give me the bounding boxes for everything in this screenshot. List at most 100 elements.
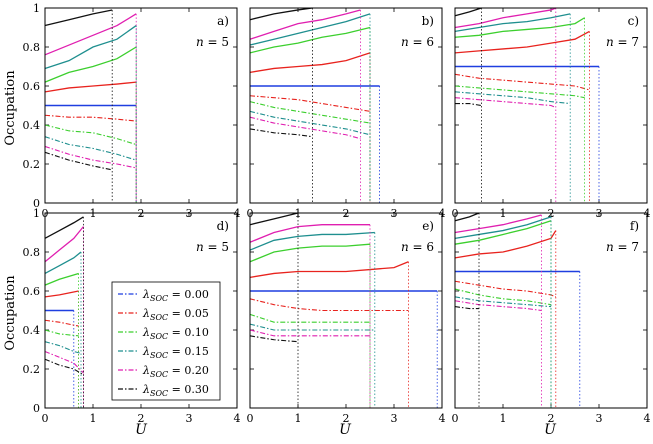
panel-frame [249,212,443,409]
series-lambda-0.05 [454,230,557,408]
y-tick-label: 0.8 [23,41,41,54]
series-lambda-0.3 [249,7,313,203]
series-lambda-0 [455,270,581,408]
series-lower-line [44,341,82,354]
series-upper-line [44,46,137,83]
x-tick-label: 3 [596,412,603,425]
legend-entry: λSOC = 0.30 [118,383,209,398]
panel-label: e) [422,219,434,233]
panel-annotation: n = 6 [401,240,434,254]
x-tick-label: 4 [644,412,651,425]
y-tick-label: 0.2 [23,363,41,376]
legend-label: λSOC = 0.15 [142,345,209,360]
series-upper-line [249,13,371,46]
series-upper-line [249,52,371,73]
y-tick-label: 0.2 [23,158,41,171]
series-lower-line [454,73,590,91]
series-upper-line [249,224,370,243]
series-upper-line [454,220,552,245]
y-tick-label: 0.4 [23,119,41,132]
panels: 0 1 2 3 400.20.40.60.81a)n = 50 1 2 3 4b)n = 60 1… [23,2,651,425]
series-lambda-0.1 [454,17,585,203]
series-lower-line [454,300,542,312]
x-tick-label: 4 [439,412,446,425]
series-upper-line [454,212,480,222]
series-lower-line [44,358,84,376]
series-lambda-0.05 [249,261,409,408]
series-lower-line [44,151,113,171]
series-upper-line [454,7,482,17]
series-lambda-0.1 [44,272,79,408]
x-tick-label: 1 [295,412,302,425]
x-tick-label: 3 [391,412,398,425]
y-axis-label-bottom: Occupation [3,275,18,351]
series-upper-line [44,25,137,70]
series-upper-line [454,214,542,234]
panel-annotation: n = 6 [401,35,434,49]
series-lambda-0.15 [44,25,137,203]
series-lower-line [249,335,299,343]
series-upper-line [44,226,84,263]
series-lambda-0 [250,85,381,203]
panel-annotation: n = 5 [196,35,229,49]
panel-a: 0 1 2 3 400.20.40.60.81a)n = 5 [23,2,241,220]
panel-frame [44,212,238,409]
x-tick-label: 1 [90,412,97,425]
x-tick-label: 4 [234,412,241,425]
series-upper-line [44,13,137,56]
series-lambda-0.15 [44,251,82,408]
series-lower-line [44,329,79,337]
series-lower-line [44,136,137,161]
series-upper-line [44,81,137,93]
series-lambda-0.3 [249,212,299,408]
series-upper-line [249,212,299,226]
y-tick-label: 0 [33,197,40,210]
panel-label: b) [422,14,434,28]
legend-entry: λSOC = 0.20 [118,364,209,379]
series-lower-line [455,103,482,107]
legend-label: λSOC = 0.20 [142,364,209,379]
legend-entry: λSOC = 0.00 [118,288,209,303]
series-lambda-0.3 [454,7,482,203]
series-lambda-0.15 [249,231,376,408]
series-lower-line [249,110,371,136]
series-lower-line [249,323,375,331]
panel-d: 0 1 2 3 4 0 0.2 0.4 0.6 0.8 1 d) n = 5 [23,207,241,425]
series-lambda-0 [250,290,438,408]
panel-label: f) [630,219,639,233]
legend-box [111,281,221,401]
x-tick-label: 2 [343,412,350,425]
panel-b: 0 1 2 3 4b)n = 6 [247,7,446,220]
series-upper-line [44,251,82,275]
series-upper-line [454,7,557,29]
y-axis-label-top: Occupation [3,70,18,146]
series-lambda-0.2 [454,214,542,408]
series-lower-line [454,85,585,99]
series-lambda-0.15 [249,13,371,203]
series-upper-line [454,216,552,239]
series-lower-line [249,313,370,323]
series-upper-line [249,26,371,54]
series-lower-line [44,350,84,374]
series-lower-line [44,319,79,327]
x-tick-label: 0 [247,412,254,425]
series-upper-line [249,261,409,278]
series-lower-line [249,329,370,337]
panel-annotation: n = 5 [196,240,229,254]
series-lambda-0 [455,65,600,203]
series-lambda-0.3 [44,9,113,203]
x-tick-label: 2 [138,412,145,425]
series-lambda-0.05 [44,290,79,408]
y-tick-label: 1 [33,2,40,15]
x-tick-label: 0 [452,412,459,425]
series-upper-line [454,13,571,33]
legend-entry: λSOC = 0.05 [118,307,209,322]
series-lower-line [249,95,371,112]
series-lambda-0.15 [454,216,552,408]
series-upper-line [44,290,79,298]
x-axis-label-2: U [339,422,352,438]
y-tick-label: 0 [33,402,40,415]
series-lambda-0.05 [44,81,137,203]
series-lambda-0.05 [249,52,371,203]
